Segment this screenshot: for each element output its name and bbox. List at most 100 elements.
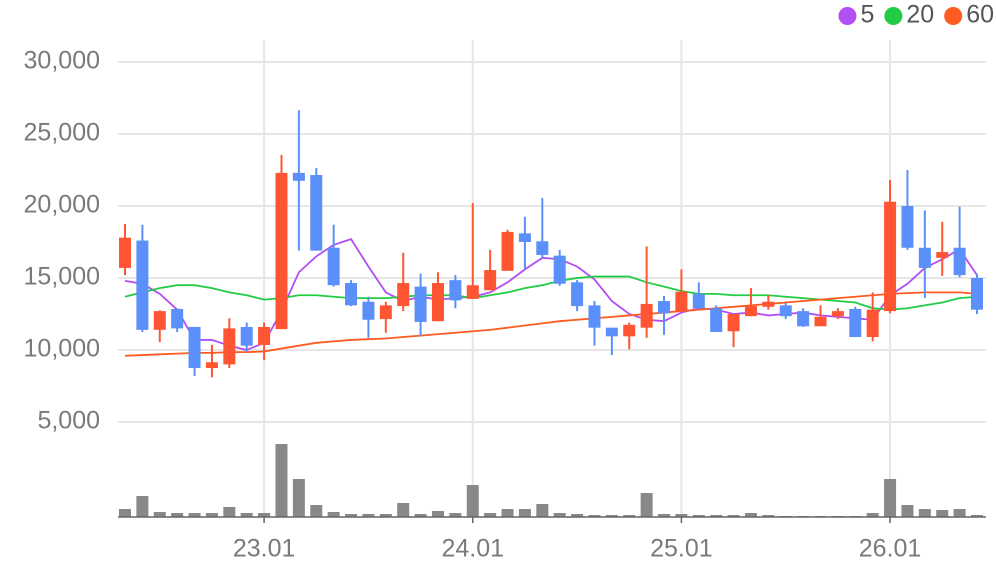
volume-bar [553, 513, 566, 517]
ma-line [124, 275, 978, 311]
candle-body [292, 172, 305, 181]
volume-bar [658, 514, 671, 517]
candle-body [223, 328, 236, 365]
volume-bar [345, 514, 358, 517]
volume-bar [727, 515, 740, 517]
y-tick-label: 25,000 [24, 119, 100, 147]
volume-bar [258, 513, 271, 517]
volume-bar [588, 515, 601, 517]
volume-bar [119, 509, 131, 517]
candle-body [953, 247, 966, 276]
candle-body [362, 301, 375, 320]
volume-bar [518, 509, 531, 517]
ma-line [124, 291, 978, 357]
candle-body [658, 301, 671, 314]
volume-bar [971, 515, 983, 517]
candle-body [779, 305, 792, 317]
candle-body [327, 247, 340, 286]
volume-bar [240, 513, 253, 517]
volume-bar [153, 512, 166, 517]
candle-body [901, 206, 914, 248]
y-tick-label: 20,000 [24, 191, 100, 219]
volume-bar [414, 514, 427, 517]
candle-body [536, 241, 549, 255]
volume-bar [466, 485, 479, 517]
candle-body [831, 311, 844, 317]
volume-bar [327, 512, 340, 517]
candle-body [814, 316, 827, 327]
volume-bar [501, 509, 514, 517]
volume-bar [762, 515, 775, 517]
volume-bar [171, 513, 184, 517]
volume-bar [188, 513, 201, 517]
y-tick-label: 15,000 [24, 263, 100, 291]
candle-body [310, 175, 323, 251]
legend-marker [884, 7, 903, 25]
volume-bar [223, 507, 236, 517]
volume-bar [692, 515, 705, 517]
volume-bar [136, 496, 149, 517]
candle-body [484, 270, 497, 291]
candle-body [345, 283, 358, 306]
volume-bar [536, 504, 549, 517]
volume-bar [675, 514, 688, 517]
volume-bar [362, 514, 375, 517]
volume-bar [484, 513, 497, 517]
candle-body [258, 326, 271, 345]
candle-body [692, 293, 705, 309]
candle-body [188, 326, 201, 368]
volume-bar [379, 514, 392, 517]
candle-body [518, 233, 531, 242]
x-tick-label: 24.01 [441, 535, 504, 563]
x-tick-label: 25.01 [650, 535, 713, 563]
volume-bar [431, 511, 444, 517]
candle-body [153, 311, 166, 330]
candle-body [866, 309, 879, 338]
volume-bar [744, 513, 757, 517]
candle-body [971, 278, 983, 310]
candle-body [136, 240, 149, 330]
x-tick-label: 23.01 [233, 535, 296, 563]
volume-bar [605, 515, 618, 517]
volume-bar [397, 503, 410, 517]
candle-body [431, 283, 444, 322]
candle-body [205, 362, 218, 368]
candle-body [171, 308, 184, 329]
volume-bar [623, 515, 636, 517]
volume-bar [292, 479, 305, 517]
y-tick-label: 5,000 [37, 407, 100, 435]
candle-body [414, 286, 427, 322]
candle-body [449, 280, 462, 301]
candle-body [640, 303, 653, 328]
candle-body [588, 305, 601, 328]
volume-bar [275, 444, 288, 517]
legend-marker [838, 7, 857, 25]
candle-body [675, 291, 688, 312]
candle-body [605, 327, 618, 337]
volume-bar [710, 515, 723, 517]
y-tick-label: 30,000 [24, 47, 100, 75]
candle-body [710, 308, 723, 332]
volume-bar [640, 493, 653, 517]
candle-body [571, 282, 584, 307]
candle-body [119, 237, 131, 268]
candle-body [501, 231, 514, 271]
candle-body [884, 201, 897, 312]
volume-bar [205, 513, 218, 517]
x-tick-label: 26.01 [859, 535, 922, 563]
candle-body [797, 311, 810, 327]
candle-body [553, 255, 566, 284]
candle-body [397, 283, 410, 307]
candle-body [623, 324, 636, 337]
candle-body [466, 285, 479, 299]
candle-body [744, 306, 757, 317]
legend-label: 20 [906, 1, 934, 29]
volume-bar [571, 514, 584, 517]
legend-label: 5 [860, 1, 874, 29]
volume-bar [936, 510, 949, 517]
candle-body [762, 301, 775, 307]
candle-body [727, 314, 740, 332]
volume-bar [449, 513, 462, 517]
ma-line [124, 238, 978, 351]
legend-label: 60 [966, 1, 994, 29]
